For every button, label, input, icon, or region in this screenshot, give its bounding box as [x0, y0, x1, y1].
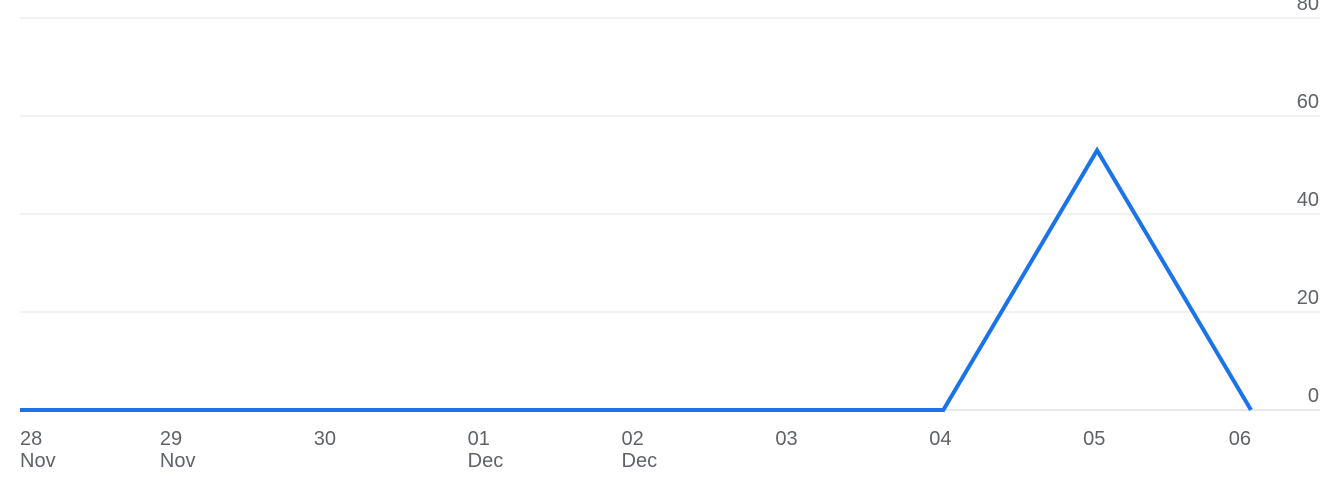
x-tick-label-month: Nov	[160, 450, 196, 472]
x-tick: 05	[1083, 428, 1105, 450]
x-tick-label-month: Dec	[468, 450, 504, 472]
x-tick-label-day: 29	[160, 428, 182, 450]
series-group	[20, 146, 1253, 412]
y-tick-label: 0	[1308, 385, 1319, 407]
x-tick-label-day: 05	[1083, 428, 1105, 450]
x-tick-label-day: 30	[314, 428, 336, 450]
x-tick-label-day: 06	[1229, 428, 1251, 450]
x-tick: 03	[775, 428, 797, 450]
x-tick: 30	[314, 428, 336, 450]
y-tick-label: 60	[1297, 91, 1319, 113]
y-tick-label: 40	[1297, 189, 1319, 211]
x-tick-label-month: Dec	[622, 450, 658, 472]
x-tick-label-day: 02	[622, 428, 644, 450]
x-tick-label-day: 28	[20, 428, 42, 450]
x-tick-label-month: Nov	[20, 450, 56, 472]
gridlines	[20, 17, 1320, 411]
x-tick-label-day: 01	[468, 428, 490, 450]
x-tick-label-day: 03	[775, 428, 797, 450]
x-tick-label-day: 04	[929, 428, 951, 450]
series-line-0	[20, 146, 1253, 412]
x-tick: 06	[1229, 428, 1251, 450]
x-tick: 04	[929, 428, 951, 450]
y-tick-label: 80	[1297, 0, 1319, 15]
y-axis-ticks: 0 20 40 60 80	[1297, 0, 1319, 407]
y-tick-label: 20	[1297, 287, 1319, 309]
